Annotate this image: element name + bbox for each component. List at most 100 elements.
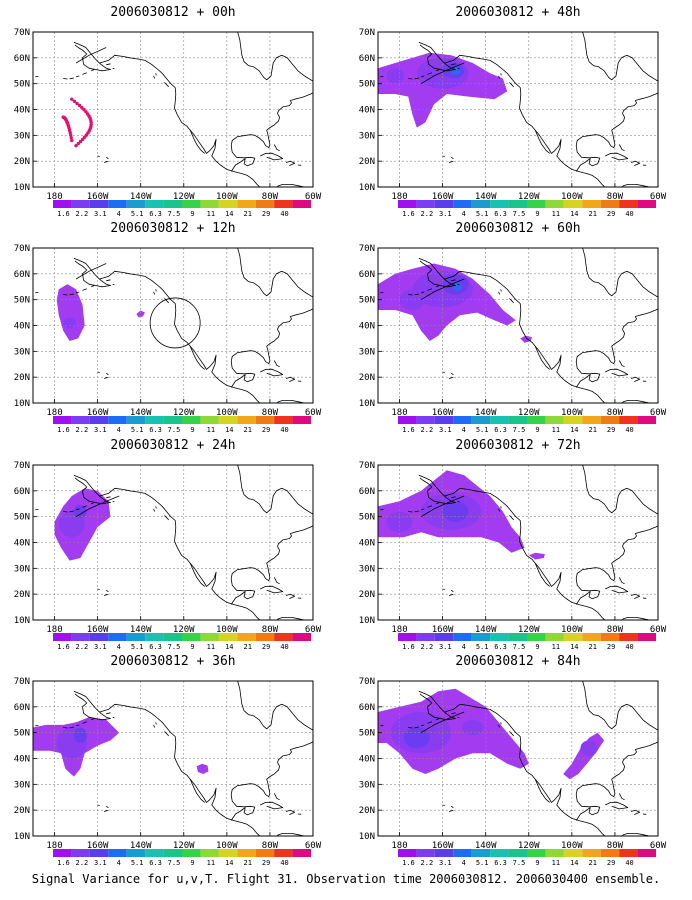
island-coastline	[436, 69, 440, 72]
colorbar-label: 11	[552, 859, 560, 867]
island-coastline	[408, 727, 413, 729]
latitude-tick-label: 20N	[14, 590, 30, 600]
colorbar-label: 9	[535, 859, 539, 867]
island-coastline	[153, 291, 156, 295]
longitude-tick-label: 120W	[173, 408, 195, 418]
colorbar-segment	[145, 849, 164, 857]
longitude-tick-label: 120W	[173, 841, 195, 851]
colorbar-segment	[163, 200, 182, 208]
colorbar: 1.6 2.2 3.1 4 5.1 6.3 7.5 9 11 14 21 29 40	[53, 849, 311, 867]
island-coastline	[498, 75, 501, 79]
colorbar-segment	[471, 200, 491, 208]
coastline	[237, 32, 313, 82]
colorbar-label: 2.2	[76, 643, 89, 651]
island-coastline	[103, 809, 109, 812]
latitude-tick-label: 40N	[14, 322, 30, 332]
island-coastline	[451, 712, 456, 715]
target-circle	[149, 297, 201, 349]
island-coastline	[63, 727, 68, 729]
colorbar-segment	[600, 633, 620, 641]
colorbar-segment	[108, 200, 127, 208]
colorbar-label: 2.2	[421, 859, 434, 867]
longitude-tick-label: 180	[46, 192, 62, 202]
longitude-tick-label: 80W	[607, 625, 624, 635]
flight-track	[420, 278, 465, 301]
colorbar-segment	[527, 200, 546, 208]
colorbar-segment	[218, 416, 238, 424]
coastline	[630, 160, 641, 166]
colorbar-segment	[126, 416, 146, 424]
observation-point	[77, 103, 82, 108]
map-plot-area	[33, 465, 313, 620]
observation-point	[74, 143, 78, 148]
island-coastline	[105, 372, 109, 375]
latitude-tick-label: 60N	[359, 54, 375, 64]
longitude-tick-label: 80W	[607, 408, 624, 418]
island-coastline	[103, 160, 109, 163]
colorbar-label: 3.1	[94, 859, 107, 867]
colorbar-segment	[126, 849, 146, 857]
colorbar-segment	[563, 633, 583, 641]
panel-title: 2006030812 + 12h	[110, 221, 235, 236]
variance-region	[196, 763, 209, 774]
colorbar-segment	[508, 416, 527, 424]
colorbar-label: 2.2	[421, 210, 434, 218]
island-coastline	[427, 288, 432, 291]
island-coastline	[105, 156, 109, 159]
longitude-tick-label: 100W	[561, 408, 583, 418]
colorbar-segment	[255, 633, 275, 641]
latitude-tick-label: 60N	[359, 270, 375, 280]
colorbar-label: 4	[117, 643, 121, 651]
island-coastline	[103, 593, 109, 596]
latitude-tick-label: 40N	[14, 106, 30, 116]
island-coastline	[448, 809, 454, 812]
colorbar-segment	[53, 849, 72, 857]
colorbar-label: 5.1	[131, 643, 144, 651]
colorbar-label: 14	[570, 426, 578, 434]
coastline	[630, 376, 641, 382]
colorbar-segment	[434, 200, 454, 208]
colorbar-segment	[490, 416, 509, 424]
coastline	[230, 308, 313, 388]
longitude-tick-label: 60W	[650, 625, 667, 635]
colorbar-label: 14	[225, 426, 233, 434]
island-coastline	[35, 76, 39, 78]
colorbar-label: 11	[207, 426, 215, 434]
island-coastline	[408, 294, 413, 296]
colorbar-label: 1.6	[402, 859, 415, 867]
latitude-tick-label: 60N	[14, 270, 30, 280]
latitude-tick-label: 60N	[14, 487, 30, 497]
colorbar-label: 40	[625, 859, 633, 867]
colorbar-label: 7.5	[513, 210, 526, 218]
island-coastline	[420, 508, 425, 511]
observation-point	[75, 101, 79, 106]
colorbar-label: 11	[207, 859, 215, 867]
variance-region	[56, 284, 85, 341]
longitude-tick-label: 100W	[216, 192, 238, 202]
island-coastline	[97, 804, 100, 806]
longitude-tick-label: 120W	[518, 192, 540, 202]
colorbar: 1.6 2.2 3.1 4 5.1 6.3 7.5 9 11 14 21 29 40	[53, 200, 311, 218]
colorbar-label: 9	[190, 426, 194, 434]
island-coastline	[442, 371, 445, 373]
panel-title: 2006030812 + 60h	[455, 221, 580, 236]
colorbar-segment	[453, 633, 472, 641]
island-coastline	[509, 731, 514, 737]
coastline	[444, 54, 653, 187]
colorbar-label: 1.6	[402, 210, 415, 218]
longitude-tick-label: 180	[46, 408, 62, 418]
colorbar-segment	[274, 200, 293, 208]
colorbar-label: 7.5	[513, 859, 526, 867]
longitude-tick-label: 100W	[561, 625, 583, 635]
longitude-tick-label: 180	[391, 625, 407, 635]
colorbar-label: 7.5	[168, 859, 181, 867]
colorbar-label: 3.1	[439, 643, 452, 651]
latitude-tick-label: 10N	[359, 616, 375, 626]
coastline	[73, 690, 111, 721]
colorbar-segment	[255, 200, 275, 208]
island-coastline	[436, 502, 440, 505]
longitude-tick-label: 60W	[305, 841, 322, 851]
latitude-tick-label: 30N	[359, 131, 375, 141]
colorbar-segment	[416, 633, 435, 641]
colorbar-label: 3.1	[439, 859, 452, 867]
